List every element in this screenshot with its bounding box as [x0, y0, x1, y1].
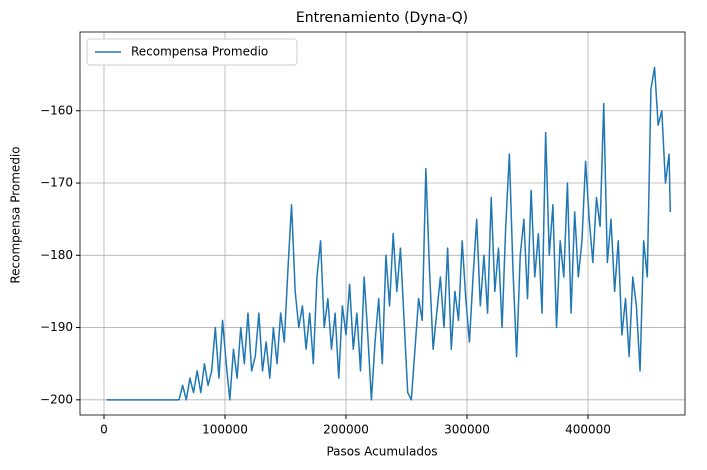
x-tick-label: 400000 — [565, 423, 611, 437]
y-tick-label: −190 — [40, 320, 73, 334]
legend: Recompensa Promedio — [86, 38, 298, 66]
x-tick-label: 100000 — [202, 423, 248, 437]
legend-box — [86, 38, 298, 66]
y-tick-label: −200 — [40, 392, 73, 406]
plot-frame — [79, 31, 686, 416]
data-line — [106, 66, 672, 401]
x-tick-label: 0 — [100, 423, 108, 437]
chart-title: Entrenamiento (Dyna-Q) — [296, 10, 468, 26]
y-tick-label: −170 — [40, 176, 73, 190]
x-axis-label: Pasos Acumulados — [326, 445, 437, 459]
y-tick-label: −180 — [40, 248, 73, 262]
y-tick-label: −160 — [40, 103, 73, 117]
legend-label: Recompensa Promedio — [131, 45, 268, 59]
x-tick-label: 200000 — [323, 423, 369, 437]
x-tick-label: 300000 — [444, 423, 490, 437]
y-axis-label: Recompensa Promedio — [9, 146, 23, 283]
